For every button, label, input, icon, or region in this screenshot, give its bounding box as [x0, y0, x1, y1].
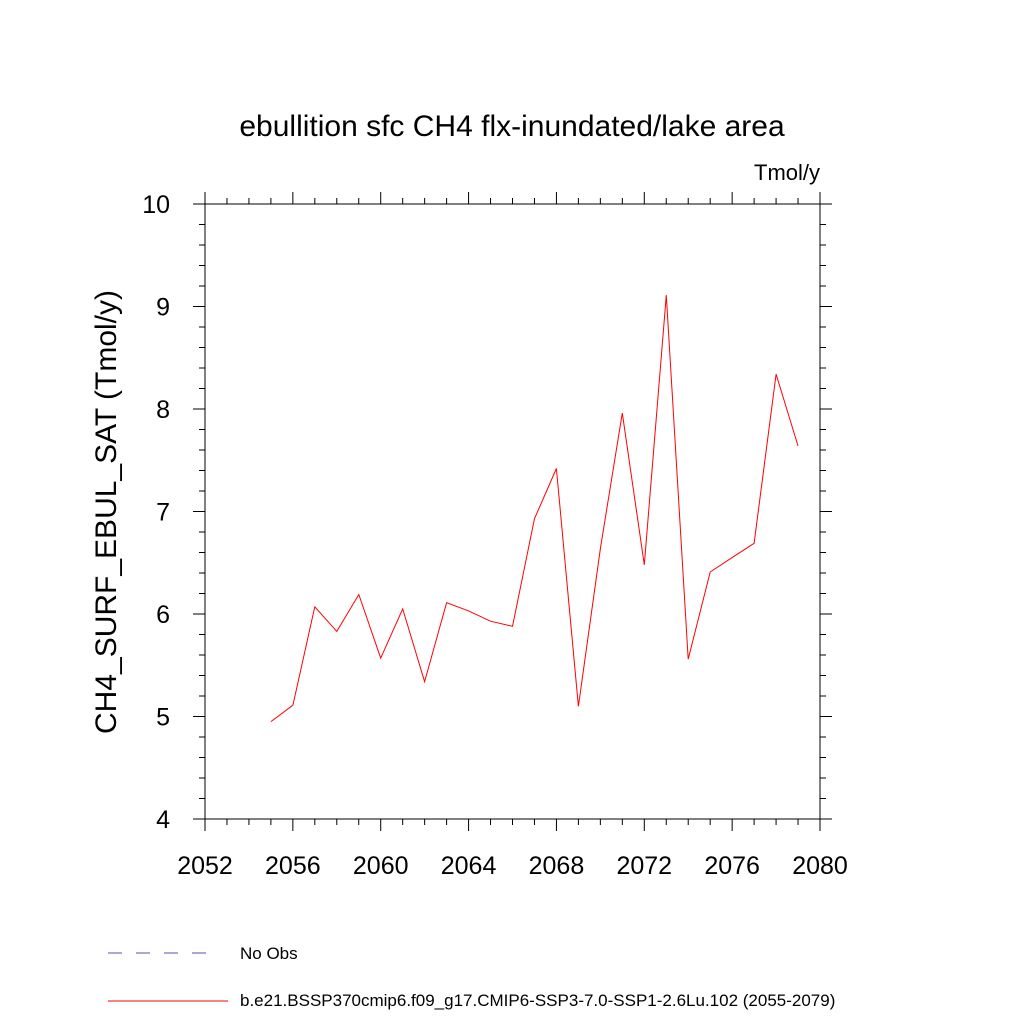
series-line-0 [270, 295, 799, 723]
y-tick-label-4: 4 [156, 806, 170, 834]
units-label: Tmol/y [754, 160, 820, 185]
y-tick-label-10: 10 [142, 191, 170, 219]
x-tick-label-2064: 2064 [441, 852, 497, 880]
y-tick-label-9: 9 [156, 294, 170, 322]
x-axis-ticks: 2052 2056 2060 2064 2068 2072 2076 2080 [177, 192, 848, 880]
series-layer [270, 295, 799, 723]
y-tick-label-7: 7 [156, 499, 170, 527]
x-tick-label-2068: 2068 [529, 852, 585, 880]
y-axis-ticks: 4 5 6 7 8 9 10 [142, 191, 832, 834]
y-tick-label-6: 6 [156, 601, 170, 629]
y-tick-label-5: 5 [156, 704, 170, 732]
legend-label-no-obs: No Obs [240, 944, 298, 963]
plot-frame [204, 203, 821, 820]
x-tick-label-2076: 2076 [704, 852, 760, 880]
y-tick-label-8: 8 [156, 396, 170, 424]
legend-label-model: b.e21.BSSP370cmip6.f09_g17.CMIP6-SSP3-7.… [240, 991, 835, 1010]
chart-title: ebullition sfc CH4 flx-inundated/lake ar… [239, 110, 785, 143]
x-tick-label-2080: 2080 [792, 852, 848, 880]
x-tick-label-2052: 2052 [177, 852, 233, 880]
legend: No Obs b.e21.BSSP370cmip6.f09_g17.CMIP6-… [108, 944, 835, 1010]
y-axis-label: CH4_SURF_EBUL_SAT (Tmol/y) [90, 290, 123, 734]
x-tick-label-2056: 2056 [265, 852, 321, 880]
x-tick-label-2072: 2072 [616, 852, 672, 880]
x-tick-label-2060: 2060 [353, 852, 409, 880]
